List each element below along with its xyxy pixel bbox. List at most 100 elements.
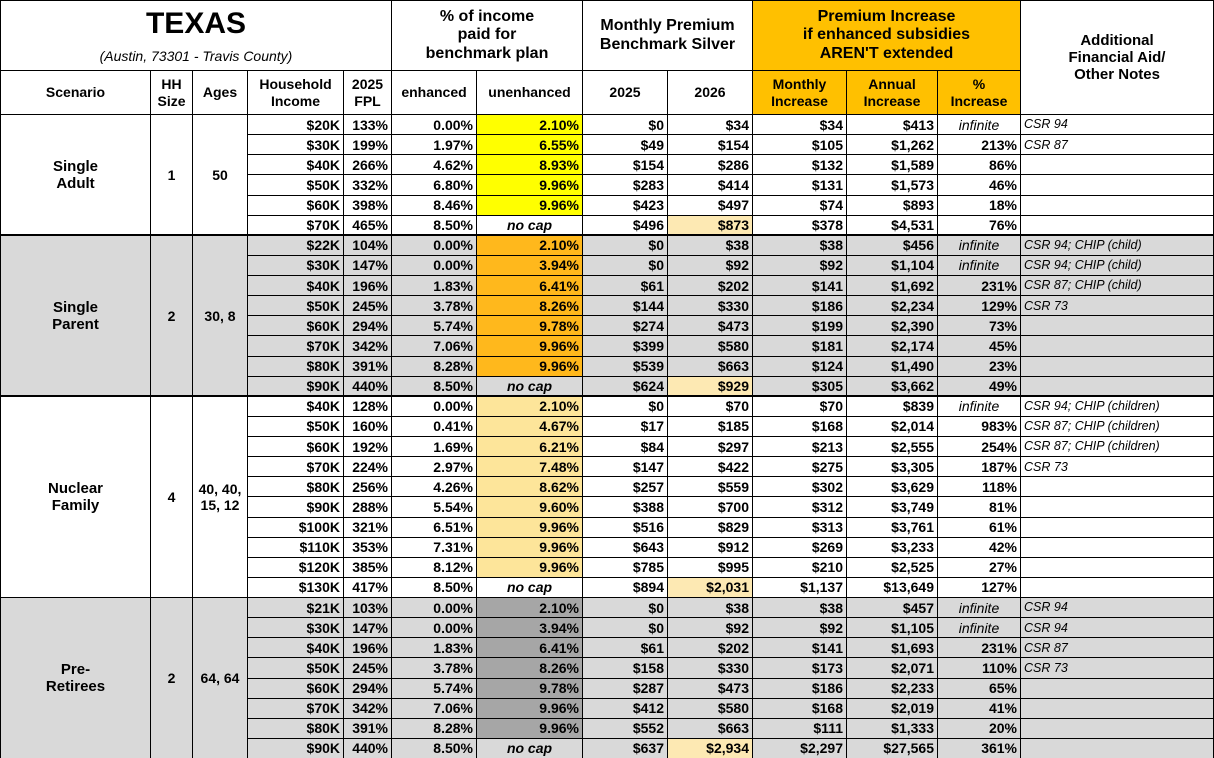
data-cell: 3.94% [476, 617, 583, 639]
data-cell: $873 [667, 214, 753, 236]
note-cell: CSR 87; CHIP (children) [1020, 436, 1214, 458]
cell-value: $2,234 [891, 297, 934, 314]
data-cell: 61% [937, 516, 1021, 538]
data-cell: 127% [937, 576, 1021, 598]
data-cell: $154 [582, 154, 668, 176]
cell-value: 6.51% [433, 519, 473, 536]
cell-value: 9.78% [539, 680, 579, 697]
cell-value: $34 [725, 116, 749, 133]
data-cell: 465% [343, 214, 392, 236]
ages: 50 [212, 166, 228, 183]
data-cell: 294% [343, 315, 392, 337]
note-cell [1020, 516, 1214, 538]
cell-value: 76% [988, 217, 1017, 234]
data-cell: 245% [343, 295, 392, 317]
data-cell: $313 [752, 516, 847, 538]
cell-value: 294% [352, 680, 388, 697]
data-cell: 8.50% [391, 737, 477, 758]
cell-value: 42% [988, 539, 1017, 556]
cell-value: 5.54% [433, 498, 473, 515]
cell-value: $829 [717, 519, 749, 536]
cell-value: $399 [632, 337, 664, 354]
data-cell: $637 [582, 737, 668, 758]
cell-value: $894 [632, 579, 664, 596]
cell-value: 0.00% [433, 619, 473, 636]
cell-value: 9.96% [539, 559, 579, 576]
data-cell: 2.10% [476, 114, 583, 136]
data-cell: 8.26% [476, 657, 583, 679]
data-cell: $111 [752, 717, 847, 739]
cell-value: 0.41% [433, 418, 473, 435]
cell-value: $213 [811, 438, 843, 455]
cell-value: $80K [306, 478, 340, 495]
data-cell: 5.54% [391, 496, 477, 518]
cell-value: $3,761 [891, 519, 934, 536]
data-cell: $61 [582, 275, 668, 297]
data-cell: $38 [667, 234, 753, 256]
cell-value: $873 [717, 217, 749, 234]
data-cell: $60K [247, 677, 344, 699]
data-cell: $894 [582, 576, 668, 598]
note-cell [1020, 556, 1214, 578]
data-cell: $2,525 [846, 556, 938, 578]
data-cell: 7.31% [391, 536, 477, 558]
cell-value: $0 [648, 599, 664, 616]
data-cell: $147 [582, 456, 668, 478]
data-cell: infinite [937, 395, 1021, 417]
data-cell: 9.96% [476, 355, 583, 377]
cell-value: infinite [958, 257, 1000, 274]
data-cell: 20% [937, 717, 1021, 739]
data-cell: $663 [667, 717, 753, 739]
cell-value: 8.46% [433, 197, 473, 214]
data-cell: 6.41% [476, 637, 583, 659]
hh-size: 2 [167, 669, 176, 686]
data-cell: 2.10% [476, 395, 583, 417]
cell-value: $423 [632, 197, 664, 214]
data-cell: $3,662 [846, 375, 938, 397]
data-cell: 9.96% [476, 717, 583, 739]
data-cell: $70K [247, 335, 344, 357]
cell-value: 160% [352, 418, 388, 435]
data-cell: $995 [667, 556, 753, 578]
cell-value: $0 [648, 116, 664, 133]
cell-value: 288% [352, 498, 388, 515]
column-header: unenhanced [476, 70, 583, 115]
data-cell: 46% [937, 174, 1021, 196]
hh-size: 2 [167, 307, 176, 324]
cell-value: 7.06% [433, 700, 473, 717]
scenario: Nuclear Family [47, 479, 104, 514]
data-cell: $929 [667, 375, 753, 397]
data-cell: $70K [247, 456, 344, 478]
note: CSR 73 [1024, 459, 1068, 474]
cell-value: no cap [506, 740, 553, 757]
data-cell: $330 [667, 657, 753, 679]
hh-size-cell: 2 [150, 597, 193, 758]
data-cell: $34 [752, 114, 847, 136]
data-cell: $80K [247, 355, 344, 377]
cell-value: 983% [981, 418, 1017, 435]
data-cell: $552 [582, 717, 668, 739]
note-cell [1020, 737, 1214, 758]
note: CSR 94 [1024, 117, 1068, 132]
column-header-text: Ages [202, 84, 238, 101]
data-cell: 321% [343, 516, 392, 538]
cell-value: $269 [811, 539, 843, 556]
data-cell: $3,761 [846, 516, 938, 538]
data-cell: $40K [247, 395, 344, 417]
cell-value: 41% [988, 700, 1017, 717]
note-cell [1020, 697, 1214, 719]
column-header: enhanced [391, 70, 477, 115]
data-cell: $1,693 [846, 637, 938, 659]
scenario-cell: Pre-Retirees [0, 597, 151, 758]
note-cell [1020, 355, 1214, 377]
cell-value: $3,749 [891, 498, 934, 515]
data-cell: $580 [667, 335, 753, 357]
data-cell: $287 [582, 677, 668, 699]
cell-value: $154 [632, 156, 664, 173]
cell-value: $3,662 [891, 378, 934, 395]
cell-value: 8.93% [539, 156, 579, 173]
data-cell: $1,573 [846, 174, 938, 196]
note: CSR 94 [1024, 620, 1068, 635]
data-cell: $785 [582, 556, 668, 578]
